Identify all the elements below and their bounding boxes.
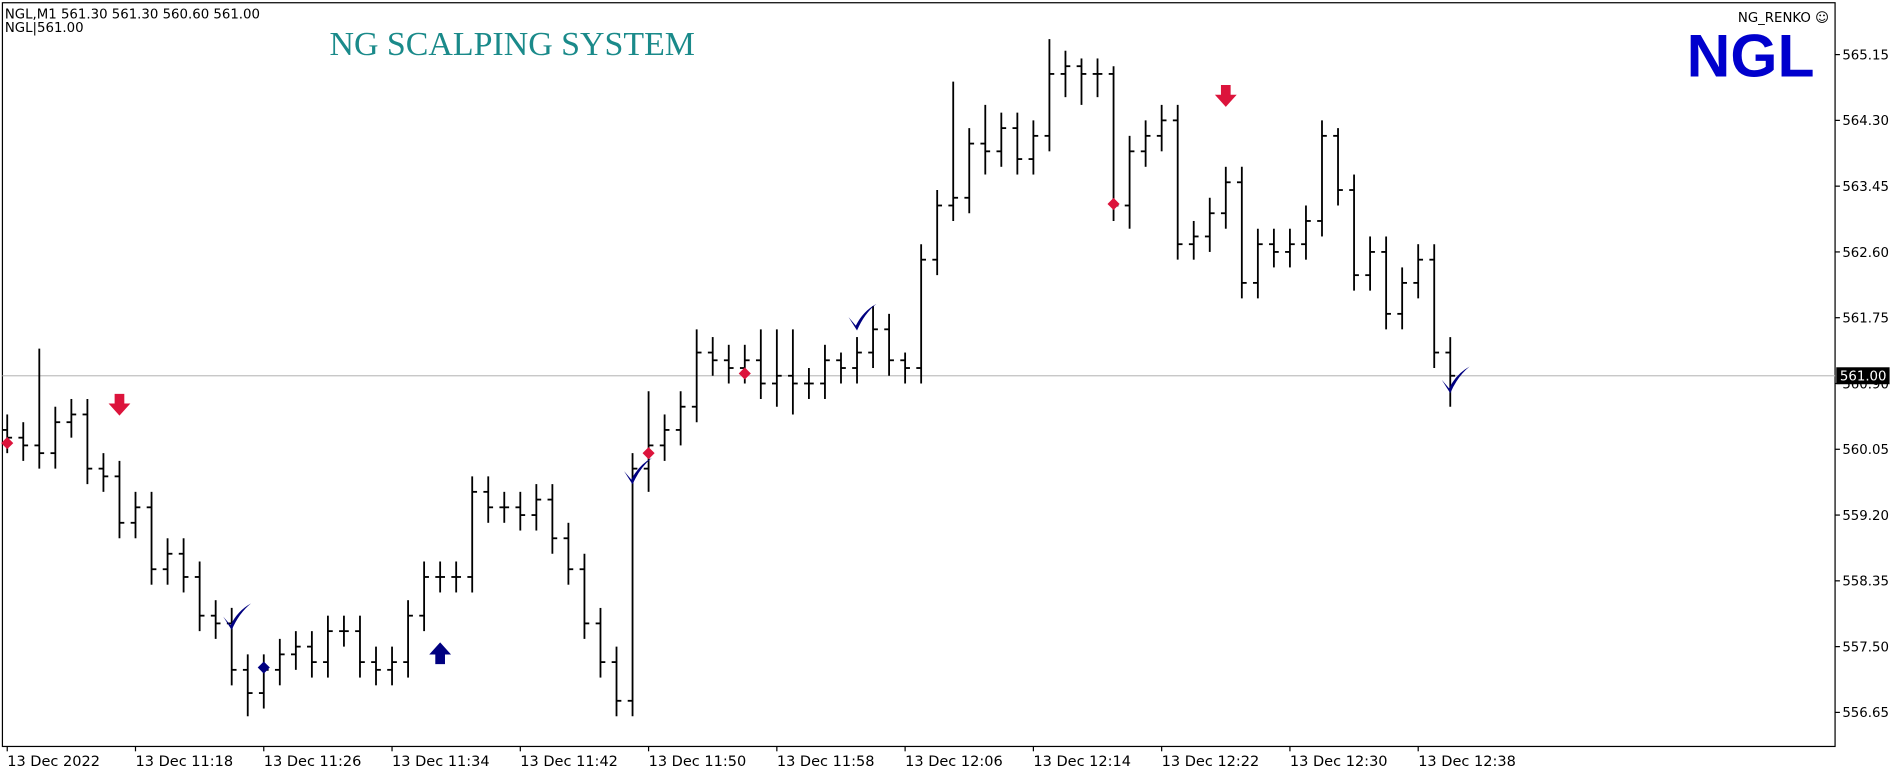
symbol: NGL bbox=[1687, 22, 1815, 90]
buy-diamond bbox=[257, 661, 270, 674]
x-tick-label: 13 Dec 11:34 bbox=[392, 754, 490, 770]
chart-title: NG SCALPING SYSTEM bbox=[329, 26, 695, 63]
subheader: NGL|561.00 bbox=[5, 21, 84, 36]
y-tick-label: 563.45 bbox=[1842, 180, 1889, 195]
x-tick-label: 13 Dec 12:14 bbox=[1033, 754, 1131, 770]
check bbox=[624, 457, 652, 485]
check bbox=[848, 303, 877, 331]
sell-diamond bbox=[738, 367, 751, 380]
x-tick-label: 13 Dec 11:42 bbox=[520, 754, 618, 770]
y-tick-label: 561.75 bbox=[1842, 312, 1889, 327]
y-tick-label: 565.15 bbox=[1842, 48, 1889, 63]
y-tick-label: 560.05 bbox=[1842, 443, 1889, 458]
x-tick-label: 13 Dec 12:22 bbox=[1162, 754, 1260, 770]
y-tick-label: 559.20 bbox=[1842, 509, 1889, 524]
y-tick-label: 562.60 bbox=[1842, 246, 1889, 261]
x-tick-label: 13 Dec 2022 bbox=[7, 754, 100, 770]
sell-diamond bbox=[642, 447, 655, 460]
sell-arrow bbox=[1214, 85, 1237, 107]
check bbox=[223, 603, 252, 631]
x-tick-label: 13 Dec 12:06 bbox=[905, 754, 1003, 770]
y-tick-label: 558.35 bbox=[1842, 575, 1889, 590]
price-tag bbox=[1836, 367, 1890, 385]
x-tick-label: 13 Dec 11:18 bbox=[136, 754, 234, 770]
check bbox=[1441, 366, 1470, 394]
buy-arrow bbox=[429, 642, 452, 665]
plot-frame bbox=[1, 2, 1836, 748]
x-tick-label: 13 Dec 11:50 bbox=[649, 754, 747, 770]
x-tick-label: 13 Dec 11:26 bbox=[264, 754, 362, 770]
x-tick-label: 13 Dec 11:58 bbox=[777, 754, 875, 770]
header: NGL,M1 561.30 561.30 560.60 561.00 bbox=[5, 7, 260, 22]
x-tick-label: 13 Dec 12:38 bbox=[1418, 754, 1516, 770]
y-tick-label: 557.50 bbox=[1842, 640, 1889, 655]
x-tick-label: 13 Dec 12:30 bbox=[1290, 754, 1388, 770]
y-tick-label: 564.30 bbox=[1842, 114, 1889, 129]
price-tag-label: 561.00 bbox=[1840, 370, 1887, 385]
sell-diamond bbox=[1107, 197, 1120, 211]
sell-arrow bbox=[108, 393, 131, 416]
y-tick-label: 556.65 bbox=[1842, 706, 1889, 721]
indicator-label: NG_RENKO ☺ bbox=[1738, 11, 1829, 26]
